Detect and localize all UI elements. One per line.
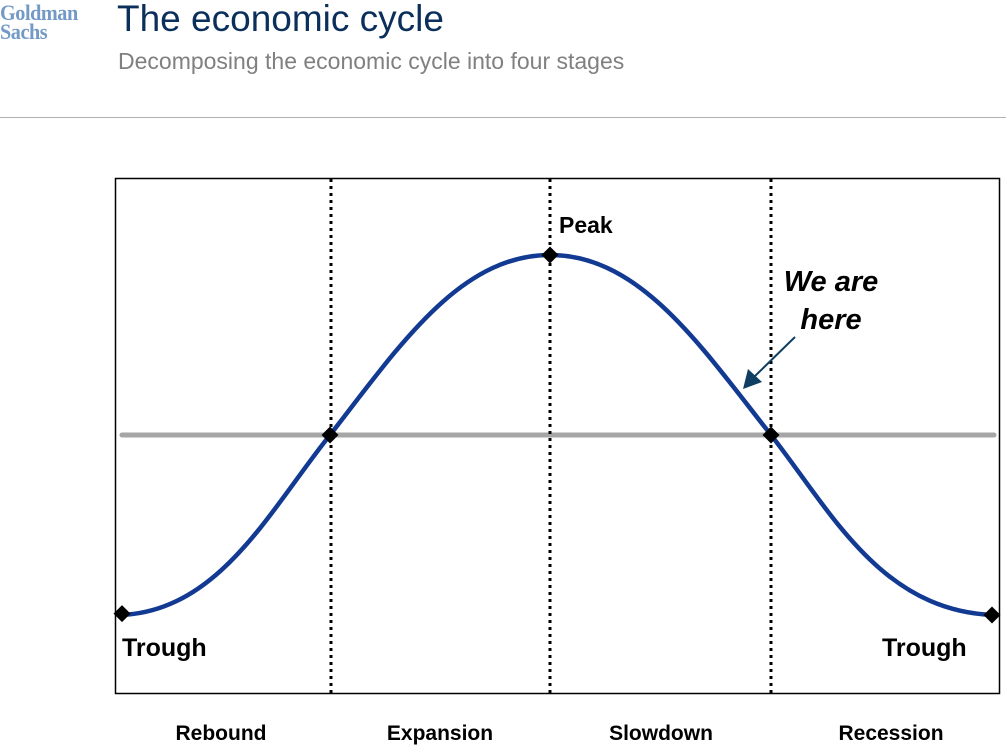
page-title: The economic cycle — [117, 0, 444, 39]
marker-trough-right — [983, 606, 1001, 624]
stage-label-expansion: Expansion — [386, 722, 494, 745]
annotation-line-2: here — [800, 304, 861, 336]
cycle-markers — [113, 246, 1001, 624]
goldman-sachs-logo: Goldman Sachs — [0, 0, 78, 44]
marker-cross-up — [321, 426, 339, 444]
logo-line-1: Goldman — [0, 0, 78, 25]
annotation-arrow-head-icon — [743, 369, 762, 389]
annotation-arrow-shaft — [753, 336, 796, 378]
stage-label-slowdown: Slowdown — [609, 722, 713, 745]
marker-peak — [541, 246, 559, 264]
marker-trough-left — [113, 605, 131, 623]
label-peak: Peak — [559, 212, 613, 238]
stage-label-rebound: Rebound — [175, 722, 267, 745]
marker-cross-down — [762, 426, 780, 444]
chart-frame — [114, 177, 1001, 695]
logo-line-2: Sachs — [0, 19, 48, 44]
header-divider — [0, 117, 1006, 118]
stage-label-recession: Recession — [838, 722, 944, 745]
page-subtitle: Decomposing the economic cycle into four… — [118, 48, 625, 74]
label-trough-left: Trough — [122, 634, 207, 662]
label-trough-right: Trough — [882, 634, 967, 662]
annotation-line-1: We are — [784, 266, 879, 298]
